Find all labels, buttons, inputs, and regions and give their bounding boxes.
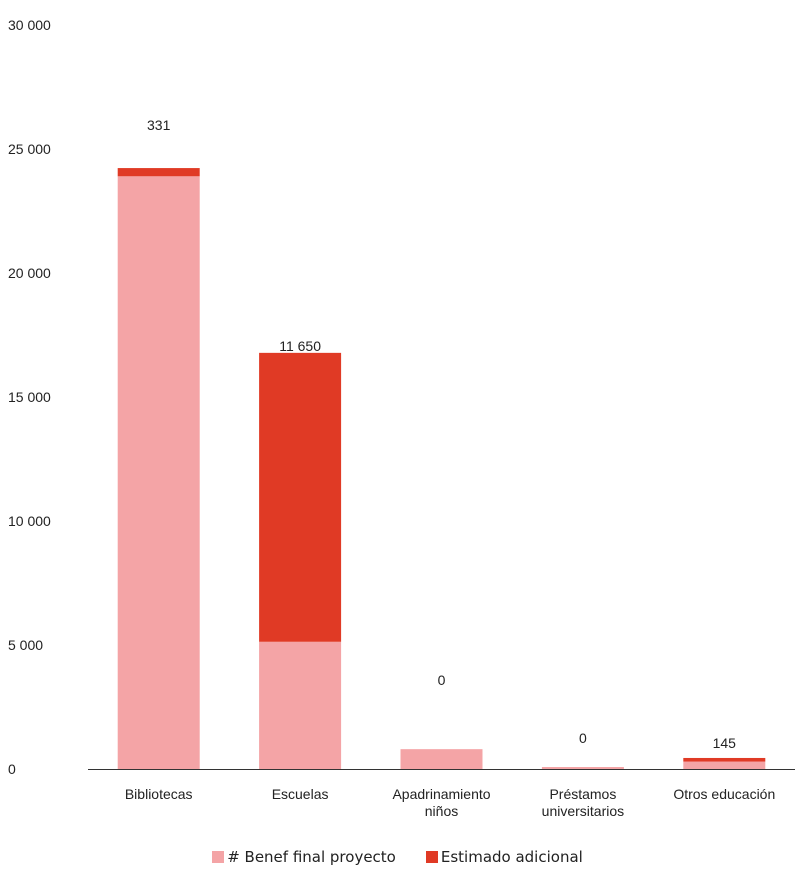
data-label: 0 <box>579 730 587 746</box>
x-tick-label: Apadrinamiento niños <box>392 786 490 819</box>
bar-estimado-adicional <box>117 168 200 177</box>
y-tick-label: 25 000 <box>8 141 51 157</box>
y-tick-label: 0 <box>8 761 16 777</box>
legend-swatch-estimado-adicional <box>425 851 438 863</box>
x-tick-label: Bibliotecas <box>125 786 193 802</box>
legend-label-benef-final: # Benef final proyecto <box>227 848 396 866</box>
bar-benef-final <box>400 749 483 769</box>
y-axis: 0 5 000 10 000 15 000 20 000 25 000 30 000 <box>8 17 51 777</box>
x-tick-label: Otros educación <box>673 786 775 802</box>
data-label: 0 <box>438 672 446 688</box>
y-tick-label: 5 000 <box>8 637 43 653</box>
y-tick-label: 30 000 <box>8 17 51 33</box>
bar-estimado-adicional <box>683 757 766 762</box>
bar-estimado-adicional <box>259 352 342 642</box>
y-tick-label: 20 000 <box>8 265 51 281</box>
x-axis-labels: Bibliotecas Escuelas Apadrinamiento niños Pr… <box>125 786 775 819</box>
bar-benef-final <box>259 641 342 769</box>
data-labels: 331 11 650 0 0 145 <box>147 117 736 751</box>
bar-benef-final <box>117 176 200 769</box>
legend-item-estimado-adicional: Estimado adicional <box>425 848 583 866</box>
y-tick-label: 10 000 <box>8 513 51 529</box>
data-label: 11 650 <box>279 338 321 354</box>
legend-swatch-benef-final <box>212 851 225 863</box>
legend-item-benef-final: # Benef final proyecto <box>212 848 396 866</box>
y-tick-label: 15 000 <box>8 389 51 405</box>
legend: # Benef final proyecto Estimado adiciona… <box>0 848 795 866</box>
x-tick-label: Préstamos universitarios <box>542 786 624 819</box>
data-label: 331 <box>147 117 171 133</box>
bar-benef-final <box>541 767 624 769</box>
legend-label-estimado-adicional: Estimado adicional <box>440 848 583 866</box>
data-label: 145 <box>713 735 737 751</box>
bars <box>117 168 766 769</box>
x-tick-label: Escuelas <box>272 786 329 802</box>
bar-benef-final <box>683 761 766 769</box>
